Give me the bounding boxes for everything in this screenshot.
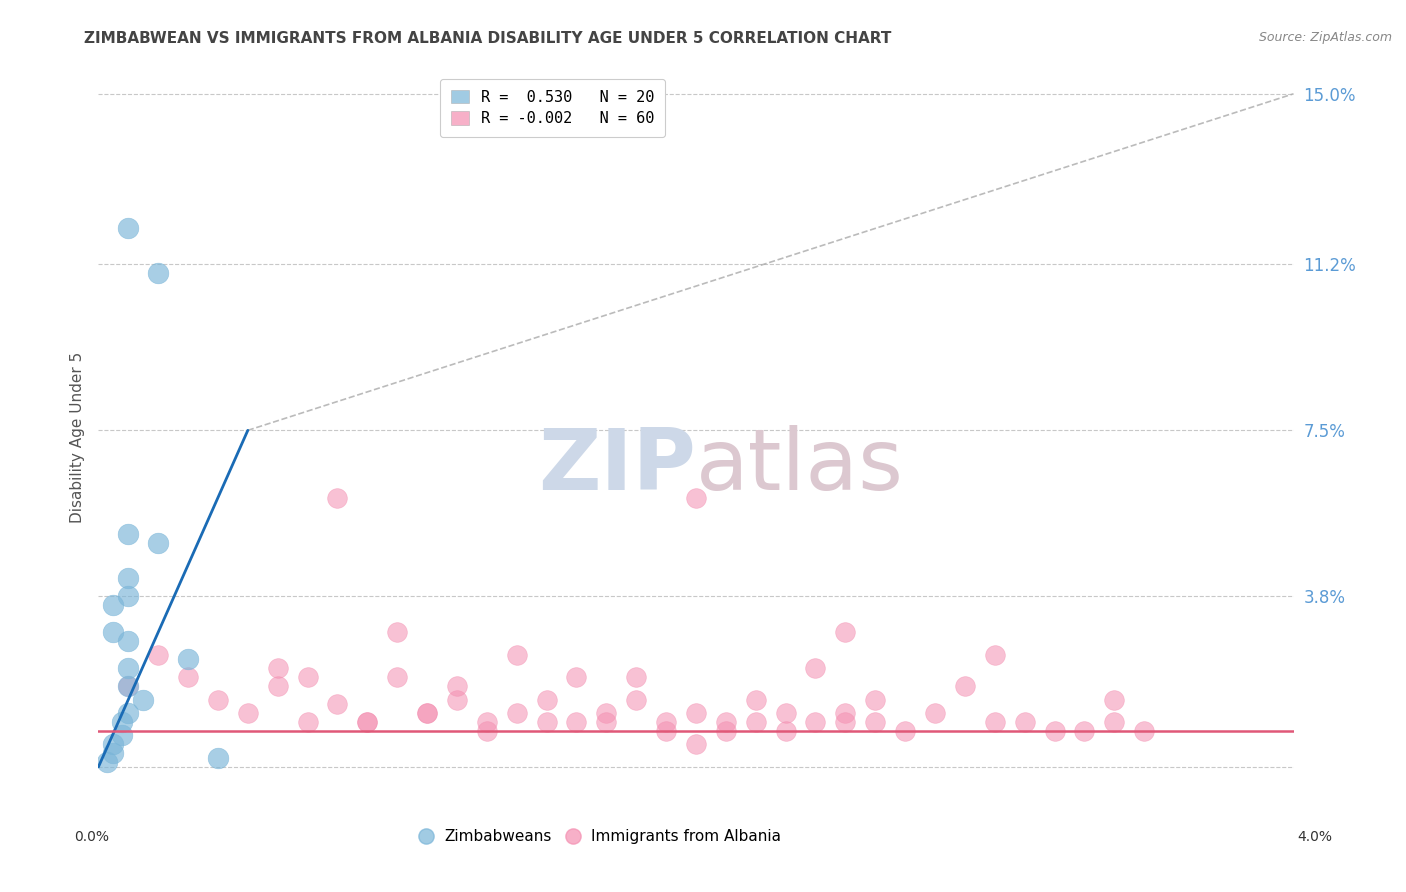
Point [894,724,917,739]
Point [207,751,229,765]
Point [834,625,856,640]
Point [148,648,170,662]
Point [356,714,378,729]
Point [1014,714,1036,729]
Text: ZIP: ZIP [538,425,696,508]
Text: ZIMBABWEAN VS IMMIGRANTS FROM ALBANIA DISABILITY AGE UNDER 5 CORRELATION CHART: ZIMBABWEAN VS IMMIGRANTS FROM ALBANIA DI… [84,31,891,46]
Point [117,634,139,648]
Point [506,706,529,720]
Point [745,692,768,706]
Point [103,599,125,613]
Point [655,724,678,739]
Legend: Zimbabweans, Immigrants from Albania: Zimbabweans, Immigrants from Albania [413,822,787,850]
Point [385,625,409,640]
Text: 0.0%: 0.0% [75,830,108,844]
Point [834,714,856,729]
Point [655,714,678,729]
Point [446,679,468,693]
Point [117,590,139,604]
Point [595,706,617,720]
Point [267,679,290,693]
Point [132,692,155,706]
Point [536,692,558,706]
Point [626,670,648,684]
Point [416,706,439,720]
Point [475,714,498,729]
Point [207,692,229,706]
Point [416,706,439,720]
Point [326,491,349,505]
Text: Source: ZipAtlas.com: Source: ZipAtlas.com [1258,31,1392,45]
Point [834,706,856,720]
Point [177,652,200,666]
Point [924,706,946,720]
Point [111,714,134,729]
Point [236,706,259,720]
Point [103,625,125,640]
Point [984,714,1007,729]
Point [685,706,707,720]
Point [297,714,319,729]
Point [1104,714,1126,729]
Point [117,661,139,675]
Point [865,692,887,706]
Point [267,661,290,675]
Point [326,697,349,711]
Point [446,692,468,706]
Point [148,266,170,280]
Point [953,679,976,693]
Point [385,670,409,684]
Point [103,747,125,761]
Point [565,670,588,684]
Point [1104,692,1126,706]
Point [984,648,1007,662]
Point [685,738,707,752]
Point [297,670,319,684]
Point [1133,724,1156,739]
Point [595,714,617,729]
Point [1073,724,1095,739]
Point [565,714,588,729]
Point [536,714,558,729]
Point [1043,724,1066,739]
Text: 4.0%: 4.0% [1298,830,1331,844]
Y-axis label: Disability Age Under 5: Disability Age Under 5 [69,351,84,523]
Point [626,692,648,706]
Point [356,714,378,729]
Point [111,729,134,743]
Point [103,738,125,752]
Point [177,670,200,684]
Text: atlas: atlas [696,425,904,508]
Point [804,714,827,729]
Point [714,724,737,739]
Point [865,714,887,729]
Point [148,535,170,549]
Point [745,714,768,729]
Point [475,724,498,739]
Point [804,661,827,675]
Point [117,571,139,585]
Point [775,706,797,720]
Point [685,491,707,505]
Point [506,648,529,662]
Point [117,679,139,693]
Point [117,221,139,235]
Point [775,724,797,739]
Point [96,756,118,770]
Point [117,679,139,693]
Point [714,714,737,729]
Point [117,706,139,720]
Point [117,526,139,541]
